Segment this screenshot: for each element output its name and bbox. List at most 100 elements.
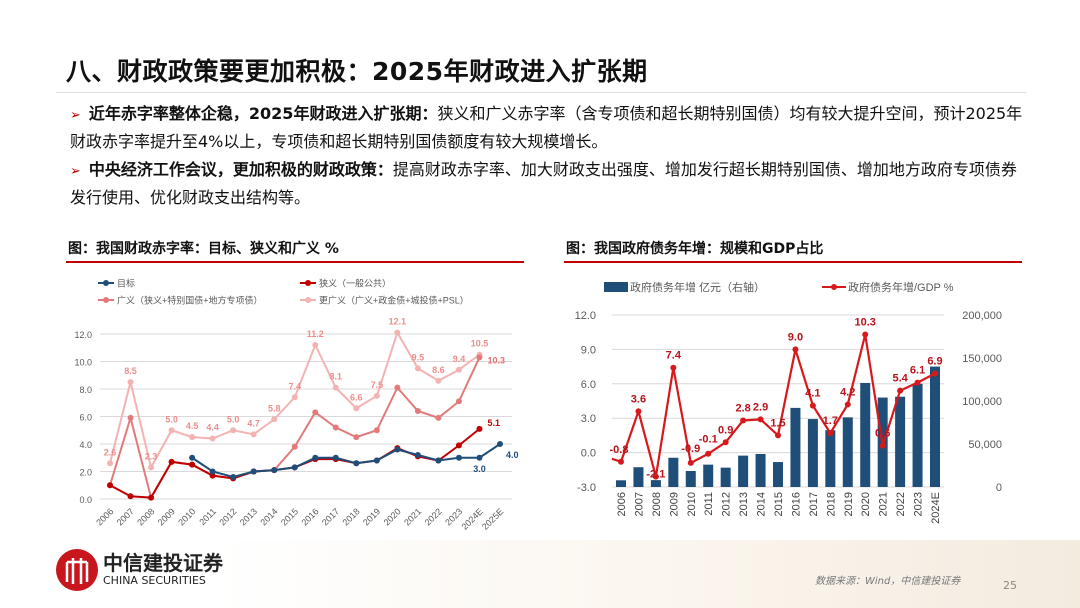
bar [790, 407, 801, 487]
x-tick-label: 2021 [878, 492, 890, 516]
data-point [394, 329, 401, 336]
data-point [455, 454, 462, 461]
data-label: 5.0 [227, 414, 240, 424]
china-securities-logo-icon [56, 549, 98, 591]
data-point [209, 468, 216, 475]
x-tick-label: 2008 [651, 492, 663, 516]
y-left-tick-label: 0.0 [581, 448, 596, 460]
data-label: 10.3 [855, 316, 876, 328]
data-label: 5.4 [892, 373, 908, 385]
series-line-1 [109, 428, 481, 499]
x-tick-label: 2024E [459, 506, 484, 531]
data-point [373, 427, 380, 434]
data-point [332, 424, 339, 431]
bar [703, 464, 714, 487]
data-label: 7.5 [371, 380, 384, 390]
data-label: 6.1 [910, 365, 925, 377]
data-point [332, 454, 339, 461]
x-tick-label: 2016 [790, 492, 802, 516]
data-label: -0.9 [681, 443, 700, 455]
data-point [455, 366, 462, 373]
x-tick-label: 2025E [480, 506, 505, 531]
x-tick-label: 2019 [843, 492, 855, 516]
data-point [209, 435, 216, 442]
data-label: 5.8 [268, 403, 281, 413]
data-point [435, 377, 442, 384]
y-tick-label: 12.0 [74, 330, 92, 340]
legend-label: 政府债务年增/GDP % [848, 280, 954, 294]
right-chart-title: 图：我国政府债务年增：规模和GDP占比 [566, 241, 824, 257]
data-label: 7.4 [288, 381, 301, 391]
bullet-1-heading: 近年赤字率整体企稳，2025年财政进入扩张期： [88, 104, 438, 123]
data-point [312, 342, 319, 348]
x-tick-label: 2009 [156, 506, 177, 527]
data-point [414, 452, 421, 458]
x-tick-label: 2012 [217, 506, 238, 527]
data-point [148, 464, 155, 471]
data-point [127, 379, 134, 386]
data-point [455, 442, 462, 449]
y-left-tick-label: 3.0 [581, 413, 596, 425]
data-point [291, 464, 298, 471]
legend-marker-icon [103, 280, 109, 286]
data-point [435, 414, 442, 421]
data-point [844, 401, 851, 408]
bar [738, 455, 749, 487]
data-point [497, 441, 503, 447]
bar [616, 480, 626, 487]
data-point [792, 346, 799, 353]
data-label: 4.0 [506, 450, 519, 460]
data-label: 5.0 [165, 414, 178, 424]
y-right-tick-label: 50,000 [968, 439, 1002, 451]
bar [720, 467, 731, 487]
x-tick-label: 2021 [402, 506, 423, 527]
data-point [670, 364, 677, 371]
x-tick-label: 2019 [361, 506, 382, 527]
x-tick-label: 2020 [860, 492, 872, 516]
data-point [740, 417, 747, 424]
data-label: 6.6 [350, 392, 363, 402]
bar [912, 383, 923, 487]
data-point [476, 454, 483, 461]
data-point [635, 408, 642, 415]
data-point [618, 458, 624, 465]
legend-label: 目标 [117, 278, 135, 289]
y-right-tick-label: 150,000 [962, 353, 1002, 365]
x-tick-label: 2023 [913, 492, 925, 516]
data-label: 4.1 [805, 388, 820, 400]
bar [755, 453, 766, 487]
legend-label: 狭义（一般公共） [319, 278, 391, 289]
y-left-tick-label: 12.0 [575, 310, 596, 322]
x-tick-label: 2020 [382, 506, 403, 527]
x-tick-label: 2022 [895, 492, 907, 516]
left-chart-title: 图：我国财政赤字率：目标、狭义和广义 % [68, 241, 339, 257]
x-tick-label: 2006 [94, 506, 115, 527]
data-point [414, 365, 421, 372]
data-point [394, 446, 401, 453]
data-point [827, 430, 834, 437]
data-point [476, 354, 483, 361]
data-label: 4.7 [247, 418, 260, 428]
data-point [394, 384, 401, 391]
bar [807, 419, 818, 487]
right-chart-rule [564, 261, 1022, 263]
legend-label: 广义（狭义+特别国债+地方专项债） [117, 295, 263, 306]
data-point [230, 427, 237, 434]
legend-marker-icon [305, 280, 311, 286]
data-label: 9.4 [453, 354, 466, 364]
x-tick-label: 2006 [616, 492, 628, 516]
legend-marker-icon [831, 284, 837, 290]
x-tick-label: 2010 [176, 506, 197, 527]
data-label: 9.5 [412, 352, 425, 362]
data-label: -0.1 [699, 434, 718, 446]
data-point [879, 442, 886, 449]
data-point [705, 450, 712, 457]
data-point [189, 434, 196, 441]
data-point [476, 425, 483, 432]
data-point [127, 493, 134, 500]
data-label: 10.5 [471, 339, 489, 349]
data-label: 12.1 [389, 317, 407, 327]
y-left-tick-label: 9.0 [581, 344, 596, 356]
data-point [373, 457, 380, 464]
data-point [914, 379, 921, 386]
